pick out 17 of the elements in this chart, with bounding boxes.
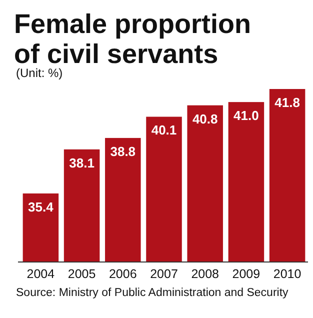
data-label: 40.8: [192, 111, 218, 126]
x-tick-label: 2010: [273, 267, 302, 281]
data-label: 41.8: [274, 95, 300, 110]
data-label: 35.4: [28, 199, 54, 214]
source-note: Source: Ministry of Public Administration and Security: [16, 287, 289, 299]
x-tick-label: 2006: [108, 267, 137, 281]
x-tick-label: 2005: [68, 267, 96, 281]
chart-subtitle: (Unit: %): [16, 66, 63, 80]
data-label: 38.8: [110, 144, 136, 159]
data-label: 40.1: [151, 122, 177, 138]
x-tick-label: 2004: [26, 267, 55, 281]
chart-title: Female proportion of civil servants: [14, 9, 252, 69]
x-tick-label: 2008: [191, 267, 220, 281]
data-label: 38.1: [69, 155, 94, 170]
x-tick-label: 2007: [150, 267, 178, 281]
data-label: 41.0: [234, 108, 259, 124]
x-tick-label: 2009: [232, 267, 260, 281]
